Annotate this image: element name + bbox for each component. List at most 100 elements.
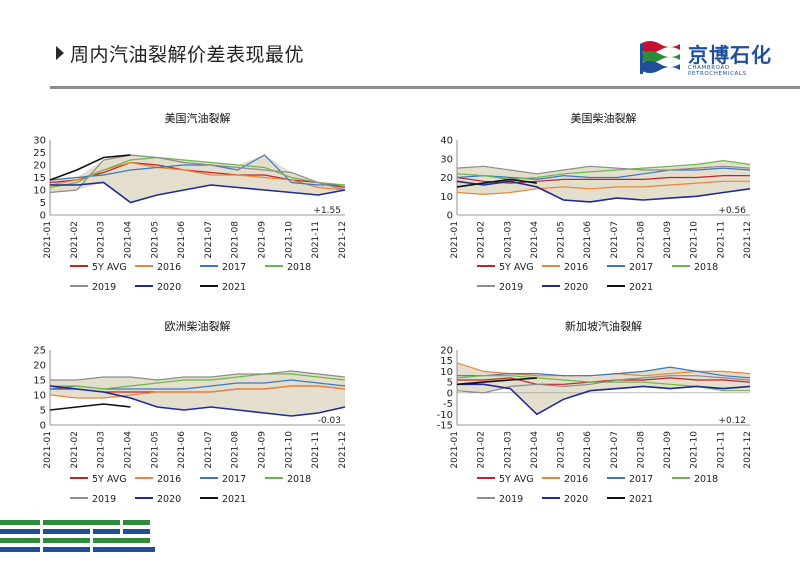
y-tick-label: 15 bbox=[33, 376, 46, 387]
legend-label: 5Y AVG bbox=[499, 474, 534, 485]
x-tick-label: 2021-11 bbox=[311, 431, 321, 469]
y-tick-label: 20 bbox=[33, 361, 46, 372]
x-tick-label: 2021-05 bbox=[150, 221, 160, 259]
y-tick-label: 5 bbox=[447, 378, 453, 389]
series-line bbox=[456, 178, 538, 188]
legend-label: 2020 bbox=[157, 494, 181, 505]
x-tick-label: 2021-05 bbox=[150, 431, 160, 469]
series-line bbox=[456, 180, 750, 196]
legend-label: 5Y AVG bbox=[92, 474, 127, 485]
y-tick-label: 20 bbox=[33, 161, 46, 172]
legend-label: 2021 bbox=[629, 282, 653, 293]
legend-label: 2016 bbox=[157, 474, 181, 485]
series-line bbox=[49, 154, 131, 181]
x-tick-label: 2021-10 bbox=[284, 431, 294, 469]
x-tick-label: 2021-04 bbox=[530, 221, 540, 259]
series-line bbox=[49, 156, 346, 189]
x-tick-label: 2021-03 bbox=[503, 431, 513, 469]
x-tick-label: 2021-08 bbox=[231, 431, 241, 469]
x-tick-label: 2021-11 bbox=[716, 431, 726, 469]
y-tick-label: 5 bbox=[40, 406, 46, 417]
series-line bbox=[457, 377, 751, 385]
y-tick-label: 10 bbox=[440, 367, 453, 378]
series-line bbox=[50, 181, 346, 204]
legend-label: 2017 bbox=[629, 262, 653, 273]
x-tick-label: 2021-06 bbox=[177, 431, 187, 469]
legend-label: 2020 bbox=[157, 282, 181, 293]
y-tick-label: 15 bbox=[33, 173, 46, 184]
legend-label: 2020 bbox=[564, 494, 588, 505]
series-line bbox=[49, 385, 346, 399]
legend-label: 2018 bbox=[694, 474, 718, 485]
chart-title: 美国汽油裂解 bbox=[165, 111, 231, 125]
x-tick-label: 2021-05 bbox=[557, 431, 567, 469]
annotation-label: -0.03 bbox=[318, 416, 341, 426]
legend-label: 5Y AVG bbox=[499, 262, 534, 273]
y-tick-label: 30 bbox=[440, 154, 453, 165]
series-line bbox=[49, 154, 345, 186]
x-tick-label: 2021-04 bbox=[123, 221, 133, 259]
company-logo: 京博石化 CHAMBROAD PETROCHEMICALS bbox=[636, 36, 786, 78]
x-tick-label: 2021-02 bbox=[477, 221, 487, 259]
y-tick-label: -10 bbox=[437, 410, 453, 421]
logo-flag-icon bbox=[640, 41, 680, 74]
y-tick-label: -5 bbox=[443, 399, 453, 410]
chart-title: 新加坡汽油裂解 bbox=[565, 319, 642, 333]
x-tick-label: 2021-09 bbox=[258, 431, 268, 469]
y-tick-label: 5 bbox=[40, 198, 46, 209]
x-tick-label: 2021-01 bbox=[43, 431, 53, 469]
legend-label: 2020 bbox=[564, 282, 588, 293]
title-arrow-icon bbox=[56, 46, 64, 60]
x-tick-label: 2021-02 bbox=[477, 431, 487, 469]
y-tick-label: 15 bbox=[440, 356, 453, 367]
bottom-decoration bbox=[0, 520, 155, 552]
legend-label: 2018 bbox=[287, 262, 311, 273]
x-tick-label: 2021-11 bbox=[716, 221, 726, 259]
x-tick-label: 2021-07 bbox=[610, 221, 620, 259]
x-tick-label: 2021-10 bbox=[284, 221, 294, 259]
y-tick-label: 10 bbox=[33, 391, 46, 402]
series-line bbox=[457, 383, 751, 416]
x-tick-label: 2021-07 bbox=[610, 431, 620, 469]
y-tick-label: 0 bbox=[40, 211, 46, 222]
series-line bbox=[457, 366, 751, 379]
x-tick-label: 2021-02 bbox=[70, 221, 80, 259]
y-tick-label: 25 bbox=[33, 148, 46, 159]
legend-label: 2016 bbox=[157, 262, 181, 273]
logo-text: 京博石化 bbox=[688, 43, 772, 67]
x-tick-label: 2021-12 bbox=[743, 221, 753, 259]
x-tick-label: 2021-08 bbox=[231, 221, 241, 259]
title-divider bbox=[50, 86, 800, 89]
chart-title: 美国柴油裂解 bbox=[571, 111, 637, 125]
series-line bbox=[456, 167, 751, 181]
x-tick-label: 2021-09 bbox=[258, 221, 268, 259]
legend-label: 2019 bbox=[92, 494, 116, 505]
x-tick-label: 2021-09 bbox=[663, 431, 673, 469]
y-tick-label: 10 bbox=[440, 192, 453, 203]
legend-label: 2018 bbox=[287, 474, 311, 485]
legend-label: 5Y AVG bbox=[92, 262, 127, 273]
x-tick-label: 2021-07 bbox=[204, 431, 214, 469]
x-tick-label: 2021-03 bbox=[97, 431, 107, 469]
x-tick-label: 2021-12 bbox=[743, 431, 753, 469]
legend-label: 2016 bbox=[564, 474, 588, 485]
x-tick-label: 2021-01 bbox=[450, 221, 460, 259]
x-tick-label: 2021-10 bbox=[690, 221, 700, 259]
x-tick-label: 2021-04 bbox=[123, 431, 133, 469]
series-line bbox=[49, 403, 131, 411]
x-tick-label: 2021-03 bbox=[97, 221, 107, 259]
y-tick-label: 0 bbox=[447, 211, 453, 222]
legend-label: 2018 bbox=[694, 262, 718, 273]
legend-label: 2019 bbox=[499, 282, 523, 293]
x-tick-label: 2021-12 bbox=[338, 221, 348, 259]
legend-label: 2021 bbox=[222, 282, 246, 293]
x-tick-label: 2021-06 bbox=[177, 221, 187, 259]
x-tick-label: 2021-04 bbox=[530, 431, 540, 469]
y-tick-label: 25 bbox=[33, 346, 46, 357]
series-line bbox=[456, 180, 751, 203]
y-tick-label: 0 bbox=[447, 388, 453, 399]
y-tick-label: 0 bbox=[40, 421, 46, 432]
logo-subtitle: CHAMBROAD PETROCHEMICALS bbox=[688, 65, 747, 77]
series-line bbox=[456, 159, 751, 181]
